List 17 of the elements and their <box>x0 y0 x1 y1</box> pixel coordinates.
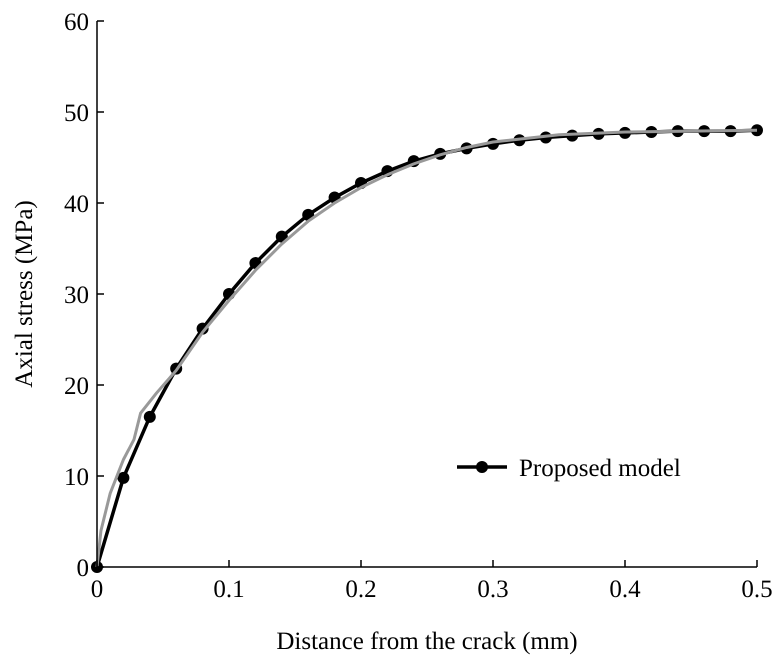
y-tick-label: 30 <box>64 282 89 309</box>
y-axis-title: Axial stress (MPa) <box>11 200 38 388</box>
y-tick-label: 60 <box>64 9 89 36</box>
y-tick-label: 0 <box>76 555 89 582</box>
x-tick-label: 0.2 <box>345 576 377 603</box>
x-tick-label: 0.5 <box>741 576 773 603</box>
y-tick-label: 40 <box>64 191 89 218</box>
legend-label: Proposed model <box>519 455 681 482</box>
y-tick-label: 10 <box>64 464 89 491</box>
point <box>144 410 156 423</box>
x-tick-label: 0.4 <box>609 576 642 603</box>
y-tick-label: 50 <box>64 100 89 127</box>
y-tick-label: 20 <box>64 373 89 400</box>
x-tick-label: 0.3 <box>477 576 509 603</box>
point <box>117 472 130 484</box>
x-tick-label: 0.1 <box>213 576 245 603</box>
x-axis-title: Distance from the crack (mm) <box>276 628 578 655</box>
